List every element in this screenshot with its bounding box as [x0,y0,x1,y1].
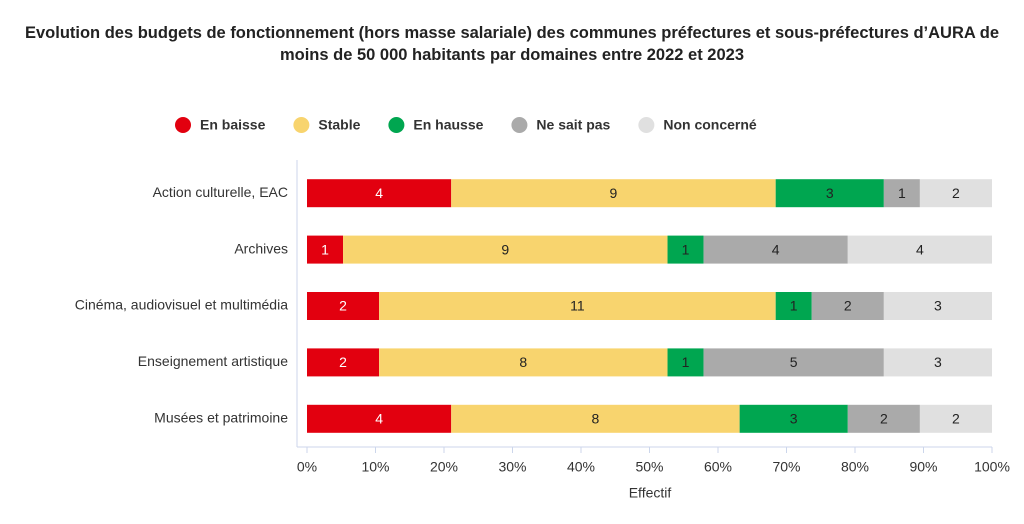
bar-segment [307,348,380,377]
legend-marker [388,117,405,133]
data-label: 4 [375,411,383,427]
data-label: 2 [339,298,347,314]
legend-marker [511,117,528,133]
bar-segment [451,179,776,208]
legend-label: Ne sait pas [536,117,610,133]
x-tick-label: 60% [704,459,732,475]
legend-marker [175,117,191,133]
data-label: 5 [790,354,798,370]
legend-label: Stable [318,117,360,133]
bar-segment [775,179,884,208]
bar-segment [883,179,920,208]
data-label: 2 [952,411,960,427]
y-tick-label: Action culturelle, EAC [153,184,288,200]
data-label: 4 [772,241,780,257]
bar-segment [307,404,452,433]
bar-segment [883,348,992,377]
data-label: 2 [844,298,852,314]
x-tick-label: 50% [635,459,663,475]
bar-segment [775,292,812,320]
chart-title: Evolution des budgets de fonctionnement … [24,24,1000,64]
data-label: 8 [519,354,527,370]
bar-segment [703,235,848,264]
data-label: 2 [339,354,347,370]
x-axis-title: Effectif [629,485,672,501]
bar-segment [739,404,848,433]
bar-segment [379,292,776,320]
bar-segment [379,348,668,377]
data-label: 3 [934,298,942,314]
data-label: 1 [682,241,690,257]
data-label: 9 [610,185,618,201]
data-label: 1 [682,354,690,370]
bar-segment [847,235,992,264]
y-tick-label: Archives [234,240,288,256]
x-tick-label: 80% [841,459,869,475]
legend-label: En baisse [200,117,266,133]
data-label: 1 [898,185,906,201]
bar-segment [307,292,380,320]
bar-segment [919,179,992,208]
legend-marker [638,117,655,133]
bar-segment [343,235,668,264]
data-label: 2 [952,185,960,201]
legend-label: Non concerné [663,117,757,133]
bar-segment [667,348,704,377]
data-label: 8 [592,411,600,427]
x-tick-label: 100% [974,459,1010,475]
x-tick-label: 20% [430,459,458,475]
data-label: 3 [826,185,834,201]
x-tick-label: 90% [909,459,937,475]
bar-segment [919,404,992,433]
bar-segment [811,292,884,320]
data-label: 3 [934,354,942,370]
bar-segment [847,404,920,433]
legend-label: En hausse [413,117,483,133]
bar-segment [703,348,884,377]
data-label: 2 [880,411,888,427]
legend-marker [293,117,310,133]
data-label: 1 [790,298,798,314]
bar-segment [451,404,740,433]
x-tick-label: 10% [361,459,389,475]
data-label: 4 [916,241,924,257]
y-tick-label: Cinéma, audiovisuel et multimédia [75,297,288,313]
x-tick-label: 70% [772,459,800,475]
bar-segment [667,235,704,264]
bar-segment [307,179,452,208]
y-tick-label: Enseignement artistique [138,353,288,369]
data-label: 3 [790,411,798,427]
y-tick-label: Musées et patrimoine [154,410,288,426]
data-label: 11 [570,298,585,314]
data-label: 1 [321,241,329,257]
bar-segment [307,235,344,264]
x-tick-label: 30% [498,459,526,475]
bar-segment [883,292,992,320]
x-tick-label: 40% [567,459,595,475]
x-tick-label: 0% [297,459,317,475]
data-label: 9 [501,241,509,257]
data-label: 4 [375,185,383,201]
